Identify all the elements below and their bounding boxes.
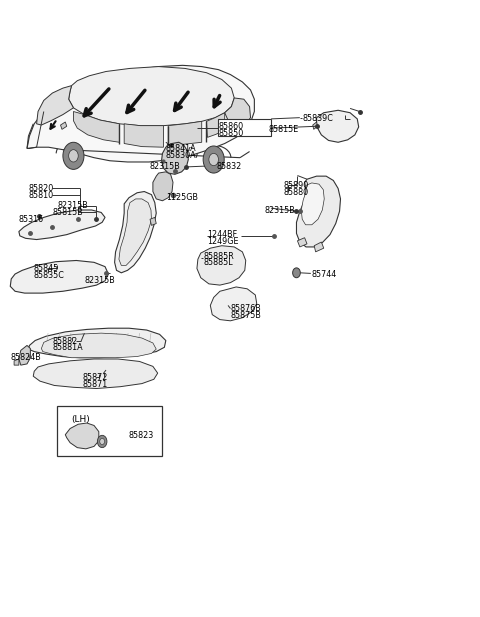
Polygon shape — [225, 98, 251, 130]
Polygon shape — [313, 122, 318, 130]
Bar — [218, 119, 271, 136]
Text: 82315B: 82315B — [149, 162, 180, 172]
Text: (LH): (LH) — [72, 415, 90, 424]
Circle shape — [203, 146, 224, 173]
Text: 85875B: 85875B — [230, 311, 261, 320]
Text: 85815E: 85815E — [269, 125, 299, 134]
Text: 85841A: 85841A — [166, 144, 196, 153]
Polygon shape — [206, 113, 225, 138]
Polygon shape — [150, 217, 156, 225]
Polygon shape — [19, 346, 30, 365]
Text: 85839C: 85839C — [302, 114, 333, 123]
Text: 85316: 85316 — [19, 215, 44, 224]
Polygon shape — [301, 183, 324, 225]
Polygon shape — [168, 122, 202, 146]
Text: 1249GE: 1249GE — [207, 237, 239, 246]
Circle shape — [63, 143, 84, 170]
Circle shape — [100, 439, 105, 445]
Polygon shape — [19, 210, 105, 239]
Polygon shape — [153, 172, 173, 201]
Text: 1125GB: 1125GB — [166, 193, 198, 202]
Text: 85885L: 85885L — [203, 259, 233, 267]
Text: 82315B: 82315B — [265, 205, 296, 215]
Polygon shape — [73, 112, 120, 143]
Polygon shape — [27, 65, 254, 162]
Polygon shape — [317, 110, 359, 143]
Circle shape — [209, 154, 218, 166]
Text: 1244BF: 1244BF — [207, 230, 238, 239]
Text: 82315B: 82315B — [57, 201, 88, 210]
Polygon shape — [41, 333, 156, 358]
Text: 85845: 85845 — [33, 264, 59, 273]
Text: 85860: 85860 — [218, 122, 243, 131]
Polygon shape — [119, 199, 152, 265]
Polygon shape — [65, 423, 99, 449]
Bar — [57, 406, 162, 456]
Text: 82315B: 82315B — [84, 276, 115, 285]
Text: 85850: 85850 — [218, 128, 244, 138]
Text: 85824B: 85824B — [10, 354, 41, 362]
Text: 85832: 85832 — [216, 162, 241, 172]
Text: 85744: 85744 — [312, 270, 337, 279]
Text: 85881A: 85881A — [52, 344, 83, 352]
Text: 85820: 85820 — [28, 184, 54, 193]
Text: 85810: 85810 — [28, 191, 54, 200]
Polygon shape — [10, 260, 108, 293]
Circle shape — [293, 268, 300, 278]
Polygon shape — [115, 191, 156, 273]
Circle shape — [97, 436, 107, 447]
Polygon shape — [210, 287, 257, 321]
Polygon shape — [298, 238, 307, 247]
Polygon shape — [36, 86, 73, 125]
Text: 85890: 85890 — [283, 181, 308, 190]
Text: 85876B: 85876B — [230, 304, 261, 313]
Text: 85871: 85871 — [82, 379, 108, 389]
Polygon shape — [69, 67, 234, 126]
Polygon shape — [161, 143, 188, 174]
Text: 85880: 85880 — [283, 188, 308, 197]
Polygon shape — [60, 122, 67, 130]
Text: 85815B: 85815B — [52, 208, 83, 217]
Polygon shape — [28, 328, 166, 358]
Text: 85885R: 85885R — [203, 252, 234, 260]
Text: 85882: 85882 — [52, 337, 78, 346]
Polygon shape — [297, 176, 340, 247]
Text: 85823: 85823 — [129, 431, 154, 440]
Polygon shape — [314, 242, 324, 252]
Polygon shape — [33, 359, 157, 389]
Text: 85830A: 85830A — [166, 151, 196, 160]
Polygon shape — [124, 124, 163, 147]
Polygon shape — [197, 246, 246, 285]
Text: 85872: 85872 — [82, 373, 108, 382]
Text: 85835C: 85835C — [33, 271, 64, 280]
Polygon shape — [14, 359, 19, 365]
Circle shape — [69, 150, 78, 162]
